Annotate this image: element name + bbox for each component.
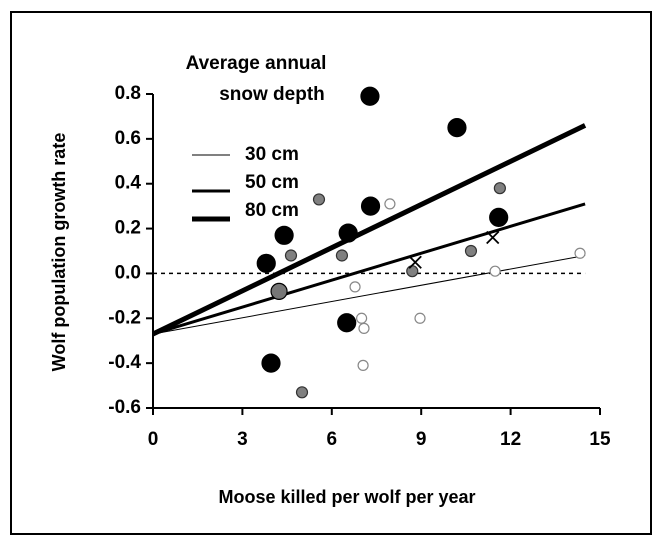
point: [312, 193, 326, 206]
y-tick-label: -0.6: [108, 397, 141, 418]
point: [408, 255, 422, 269]
point: [464, 244, 478, 258]
y-tick-label: -0.4: [108, 352, 141, 373]
point: [295, 386, 309, 399]
point: [360, 196, 381, 216]
y-tick-label: -0.2: [108, 307, 141, 328]
legend-label: 80 cm: [245, 200, 299, 221]
point: [384, 198, 396, 210]
point: [284, 249, 298, 262]
x-axis-label: Moose killed per wolf per year: [218, 487, 475, 507]
point: [358, 322, 370, 334]
x-tick-label: 9: [416, 429, 427, 450]
x-tick-label: 12: [500, 429, 521, 450]
x-tick-label: 3: [237, 429, 248, 450]
point: [349, 281, 361, 293]
legend-title: Average annual: [186, 53, 327, 74]
y-tick-label: 0.2: [115, 218, 141, 239]
point: [574, 247, 586, 259]
point: [338, 223, 358, 243]
x-tick-label: 0: [148, 429, 159, 450]
point: [337, 313, 357, 333]
x-tick-label: 6: [327, 429, 338, 450]
point: [486, 230, 500, 245]
point: [360, 86, 380, 106]
legend-label: 50 cm: [245, 172, 299, 193]
point: [270, 282, 288, 300]
regression-line: [152, 254, 586, 335]
point: [274, 225, 294, 245]
legend-label: 30 cm: [245, 144, 299, 165]
point: [406, 265, 419, 278]
y-tick-label: 0.0: [115, 262, 141, 283]
point: [335, 249, 349, 262]
y-tick-label: 0.8: [115, 83, 141, 104]
point: [493, 182, 506, 195]
legend-title: snow depth: [219, 84, 325, 105]
point: [489, 265, 501, 277]
point: [447, 118, 467, 138]
point: [256, 253, 276, 273]
y-tick-label: 0.4: [115, 173, 142, 194]
point: [261, 353, 281, 373]
point: [489, 207, 509, 227]
point: [356, 312, 368, 324]
x-tick-label: 15: [589, 429, 611, 450]
y-tick-label: 0.6: [115, 128, 141, 149]
point: [357, 359, 369, 371]
point: [414, 312, 426, 324]
frame: [10, 11, 652, 535]
regression-line: [151, 123, 587, 337]
regression-line: [152, 202, 586, 336]
y-axis-label: Wolf population growth rate: [49, 133, 69, 372]
